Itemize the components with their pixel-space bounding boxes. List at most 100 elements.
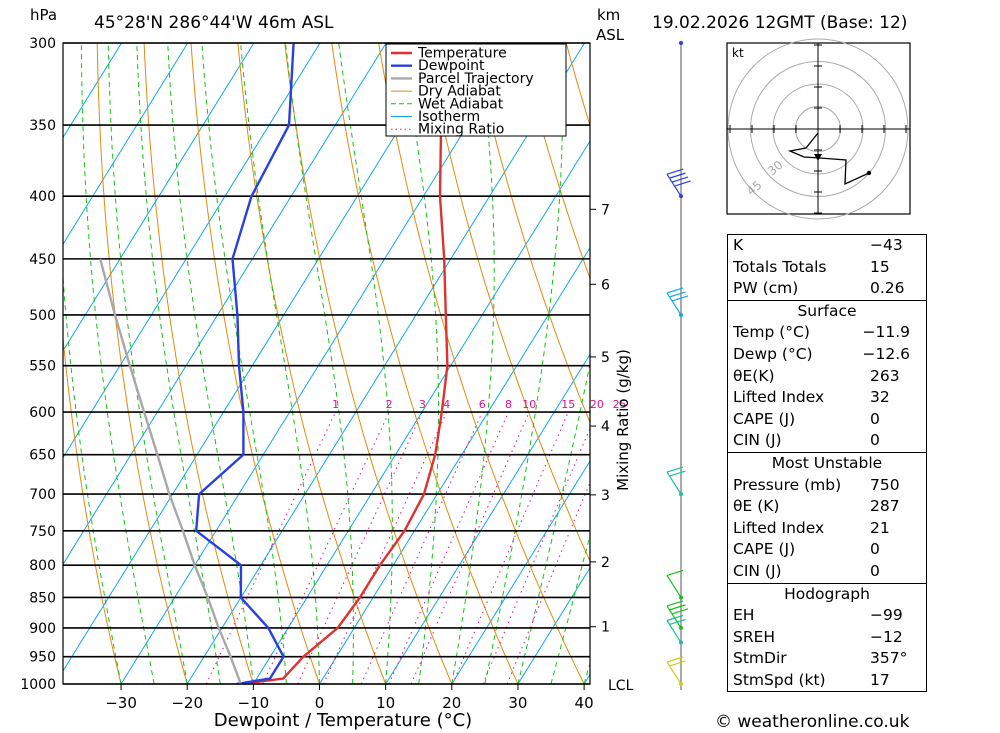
dry-adiabat-line xyxy=(518,43,590,280)
mixing-ratio-label: 1 xyxy=(332,398,339,411)
mixing-ratio-label: 25 xyxy=(613,398,627,411)
pressure-tick-label: 850 xyxy=(29,590,56,606)
mixing-ratio-line xyxy=(360,411,483,684)
legend-entry: Parcel Trajectory xyxy=(418,71,534,87)
pressure-tick-label: 550 xyxy=(29,359,56,375)
stat-row: Pressure (mb) 750 xyxy=(728,475,926,497)
location-title: 45°28'N 286°44'W 46m ASL xyxy=(94,13,334,33)
pressure-unit: hPa xyxy=(30,6,57,24)
stat-row: Totals Totals 15 xyxy=(728,257,926,279)
mixing-ratio-line xyxy=(506,481,590,684)
stat-value: 357° xyxy=(870,649,908,668)
legend-entry: Mixing Ratio xyxy=(418,122,504,138)
stat-label: θE(K) xyxy=(733,366,775,385)
stat-value: 750 xyxy=(870,475,900,494)
wind-barb-flag xyxy=(671,176,689,183)
stat-value: −11.9 xyxy=(862,323,911,342)
copyright: © weatheronline.co.uk xyxy=(715,712,910,732)
stat-label: SREH xyxy=(733,627,776,646)
stat-label: θE (K) xyxy=(733,497,780,516)
stat-value: −43 xyxy=(870,236,903,254)
hodograph-end-point xyxy=(866,170,872,176)
stat-row: PW (cm) 0.26 xyxy=(728,278,926,300)
stat-row: Dewp (°C) −12.6 xyxy=(728,344,926,366)
wind-barb-flag xyxy=(671,295,689,302)
stat-label: Totals Totals xyxy=(733,257,827,276)
legend-box xyxy=(385,43,567,137)
pressure-tick-label: 500 xyxy=(29,308,56,324)
wind-barb xyxy=(666,661,682,685)
isotherm-line xyxy=(120,43,519,684)
parcel-trajectory-line xyxy=(99,258,242,684)
pressure-tick-label: 1000 xyxy=(20,677,56,693)
wet-adiabat-line xyxy=(451,43,495,684)
stat-row: CAPE (J) 0 xyxy=(728,539,926,561)
stat-label: Lifted Index xyxy=(733,388,825,407)
pressure-tick-label: 900 xyxy=(29,621,56,637)
pressure-tick-label: 600 xyxy=(29,405,56,421)
stat-row: SREH −12 xyxy=(728,627,926,649)
dry-adiabat-line xyxy=(63,332,122,684)
stat-value: 32 xyxy=(870,388,890,407)
stat-row: CAPE (J) 0 xyxy=(728,409,926,431)
stat-value: −99 xyxy=(870,606,903,625)
stat-value: 0 xyxy=(870,540,880,559)
isotherm-line xyxy=(517,566,590,684)
x-tick-label: 30 xyxy=(508,694,527,712)
km-tick-label: 1 xyxy=(601,620,610,636)
mixing-ratio-line xyxy=(452,411,569,684)
stat-row: Temp (°C) −11.9 xyxy=(728,322,926,344)
stat-value: −12 xyxy=(870,627,903,646)
temperature-line xyxy=(240,43,449,684)
mixing-ratio-label: 10 xyxy=(522,398,536,411)
pressure-tick-label: 750 xyxy=(29,524,56,540)
dry-adiabat-line xyxy=(378,43,585,684)
dry-adiabat-line xyxy=(284,43,453,684)
stat-row: StmSpd (kt) 17 xyxy=(728,670,926,692)
pressure-tick-label: 700 xyxy=(29,487,56,503)
wind-barb-flag xyxy=(666,168,684,175)
mixing-ratio-line xyxy=(482,427,590,684)
pressure-tick-label: 650 xyxy=(29,448,56,464)
x-tick-label: 0 xyxy=(315,694,325,712)
stat-label: Temp (°C) xyxy=(733,323,810,342)
general-indices: K −43 Totals Totals 15 PW (cm) 0.26 xyxy=(727,234,927,301)
stat-row: Lifted Index 21 xyxy=(728,518,926,540)
mixing-ratio-label: 6 xyxy=(479,398,486,411)
stat-label: CIN (J) xyxy=(733,561,782,580)
stat-value: 0 xyxy=(870,561,880,580)
wind-barb xyxy=(666,575,682,598)
lcl-label: LCL xyxy=(608,678,634,694)
pressure-tick-label: 350 xyxy=(29,118,56,134)
mixing-ratio-line xyxy=(388,411,509,684)
dry-adiabat-line xyxy=(143,43,254,684)
stat-label: Dewp (°C) xyxy=(733,344,813,363)
dewpoint-line xyxy=(195,43,295,684)
dry-adiabat-line xyxy=(988,43,1000,684)
most-unstable-panel: Most Unstable Pressure (mb) 750 θE (K) 287 L… xyxy=(727,452,927,584)
wind-barb-flag xyxy=(666,600,684,607)
stat-label: K xyxy=(733,236,744,254)
wet-adiabat-line xyxy=(136,43,221,684)
dry-adiabat-line xyxy=(941,43,1000,684)
stat-value: 287 xyxy=(870,497,900,516)
stat-row: StmDir 357° xyxy=(728,648,926,670)
stat-value: 0.26 xyxy=(870,279,905,298)
stat-value: 17 xyxy=(870,670,890,689)
stat-value: 263 xyxy=(870,366,900,385)
stat-value: −12.6 xyxy=(862,344,911,363)
stats-panel: K −43 Totals Totals 15 PW (cm) 0.26 Surface T… xyxy=(727,234,927,693)
dry-adiabat-line xyxy=(331,43,519,684)
isotherm-line xyxy=(63,43,122,139)
stat-label: CIN (J) xyxy=(733,431,782,450)
datetime: 19.02.2026 12GMT (Base: 12) xyxy=(652,13,907,33)
isotherm-line xyxy=(385,353,590,684)
wind-barb xyxy=(666,173,682,197)
isotherm-line xyxy=(252,140,590,684)
mixing-ratio-label: 15 xyxy=(561,398,575,411)
stat-value: 21 xyxy=(870,518,890,537)
hodograph-title: Hodograph xyxy=(784,584,870,603)
wet-adiabat-line xyxy=(167,43,254,684)
wind-barb-flag xyxy=(669,660,686,667)
